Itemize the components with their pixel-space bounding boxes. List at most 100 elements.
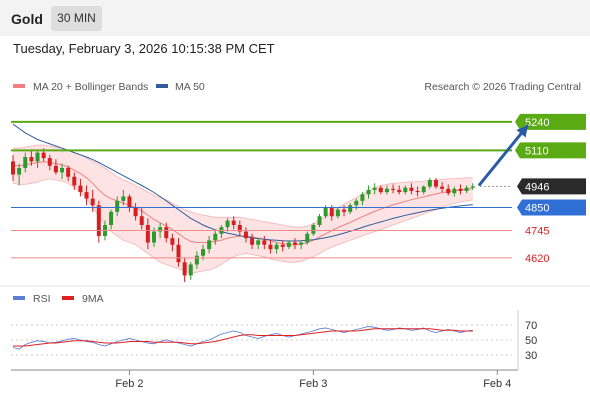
legend-rsi-label: RSI: [33, 293, 51, 305]
candle: [164, 222, 169, 243]
candle: [292, 238, 297, 250]
candle: [72, 172, 77, 190]
candle: [231, 216, 236, 230]
candle: [243, 227, 248, 243]
level-label: 4850: [525, 202, 549, 214]
candle: [225, 218, 230, 232]
candle: [391, 184, 396, 194]
candle: [427, 177, 432, 189]
rsi-tick-label: 30: [525, 350, 537, 362]
legend-ma50-label: MA 50: [175, 81, 205, 93]
candle: [182, 257, 187, 282]
projection-arrow: [477, 124, 530, 187]
level-label: 5110: [525, 145, 549, 157]
x-tick-label: Feb 4: [483, 378, 511, 390]
legend-swatch-ma20: [13, 84, 25, 88]
candle: [299, 240, 304, 250]
rsi-line: [12, 326, 473, 350]
candle: [145, 218, 150, 250]
top-bar: Gold 30 MIN: [0, 0, 590, 36]
candle: [280, 240, 285, 252]
level-5110: 5110: [11, 142, 586, 159]
candle: [188, 262, 193, 280]
candle: [60, 163, 65, 179]
candle: [66, 165, 71, 182]
candle: [250, 233, 255, 250]
candle: [262, 235, 267, 250]
candle: [286, 240, 291, 250]
candle: [360, 192, 365, 206]
level-5240: 5240: [11, 113, 586, 130]
level-4946: 4946: [480, 178, 586, 195]
candle: [23, 152, 28, 173]
legend-ma20-label: MA 20 + Bollinger Bands: [33, 81, 148, 93]
level-4620: 4620: [11, 253, 549, 265]
candle: [139, 207, 144, 230]
level-label: 5240: [525, 117, 549, 129]
rsi-9ma-line: [13, 328, 473, 347]
candle: [470, 183, 475, 190]
candle: [311, 222, 316, 236]
candle: [78, 178, 83, 197]
candle: [397, 185, 402, 195]
candle: [452, 186, 457, 197]
legend-credit: Research © 2026 Trading Central: [424, 81, 581, 93]
candle: [446, 184, 451, 196]
candle: [317, 214, 322, 228]
candle: [29, 150, 34, 166]
candle: [378, 185, 383, 195]
candle: [372, 183, 377, 195]
bb-upper-line: [13, 144, 473, 228]
instrument-name: Gold: [11, 11, 43, 27]
candle: [121, 189, 126, 206]
candle: [433, 177, 438, 189]
rsi-tick-label: 50: [525, 335, 537, 347]
legend-swatch-rsi: [13, 296, 25, 300]
candle: [366, 185, 371, 199]
candle: [109, 209, 114, 230]
candle: [274, 242, 279, 254]
timeframe-button[interactable]: 30 MIN: [51, 6, 102, 31]
candle: [207, 235, 212, 254]
level-4850: 4850: [11, 199, 586, 216]
candle: [84, 185, 89, 206]
candle: [440, 182, 445, 193]
level-label: 4745: [525, 225, 549, 237]
candle: [256, 238, 261, 250]
candle: [237, 220, 242, 236]
chart-datetime: Tuesday, February 3, 2026 10:15:38 PM CE…: [13, 41, 275, 56]
bollinger-band: [13, 145, 473, 274]
candle: [115, 196, 120, 217]
candle: [35, 150, 40, 168]
candle: [421, 185, 426, 195]
candle: [194, 251, 199, 269]
candle: [90, 189, 95, 212]
ma50-line: [12, 123, 473, 242]
candle: [409, 183, 414, 195]
level-label: 4620: [525, 253, 549, 265]
rsi-tick-label: 70: [525, 320, 537, 332]
candle: [384, 185, 389, 195]
level-4745: 4745: [11, 225, 549, 237]
candle: [335, 207, 340, 219]
candle: [170, 233, 175, 252]
candle: [268, 240, 273, 254]
level-label: 4946: [525, 181, 549, 193]
candle: [127, 194, 132, 212]
legend-swatch-ma50: [156, 84, 168, 88]
candle: [403, 185, 408, 195]
candle: [53, 159, 58, 175]
candle: [17, 163, 22, 186]
candle: [305, 231, 310, 245]
candle: [213, 229, 218, 245]
legend-9ma-label: 9MA: [82, 293, 104, 305]
candle: [176, 238, 181, 267]
candle: [348, 203, 353, 215]
candle: [464, 185, 469, 194]
candle: [133, 203, 138, 221]
candle: [415, 186, 420, 197]
legend-swatch-9ma: [62, 296, 74, 300]
bb-lower-line: [12, 178, 473, 274]
